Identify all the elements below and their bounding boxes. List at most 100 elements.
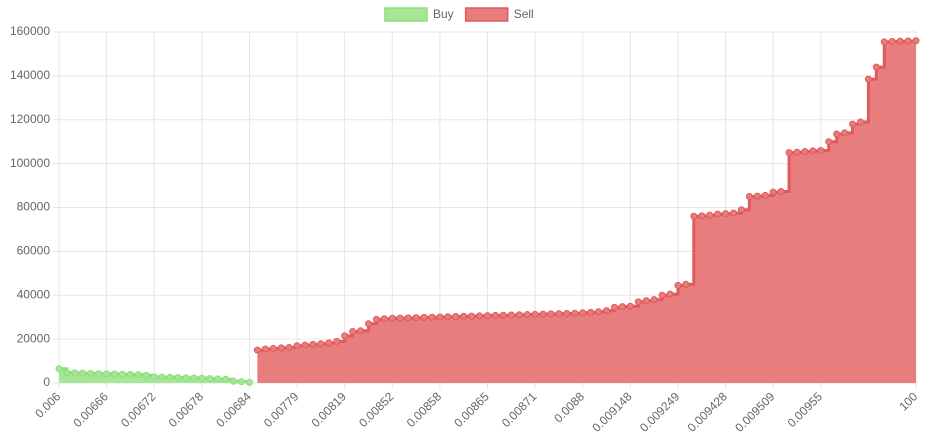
point bbox=[301, 341, 309, 349]
point bbox=[547, 310, 555, 318]
y-tick-label: 60000 bbox=[17, 244, 51, 258]
point bbox=[372, 315, 380, 323]
point bbox=[428, 313, 436, 321]
y-tick-label: 20000 bbox=[17, 331, 51, 345]
point bbox=[309, 340, 317, 348]
point bbox=[79, 369, 87, 377]
point bbox=[63, 368, 71, 376]
point bbox=[103, 370, 111, 378]
point bbox=[452, 313, 460, 321]
point bbox=[150, 373, 158, 381]
point bbox=[476, 312, 484, 320]
point bbox=[134, 371, 142, 379]
point bbox=[325, 339, 333, 347]
point bbox=[269, 344, 277, 352]
x-tick-label: 0.00819 bbox=[308, 389, 349, 430]
x-tick-label: 100 bbox=[896, 389, 920, 413]
point bbox=[158, 373, 166, 381]
point bbox=[142, 371, 150, 379]
point bbox=[190, 374, 198, 382]
point bbox=[825, 138, 833, 146]
point bbox=[642, 297, 650, 305]
x-tick-label: 0.00865 bbox=[451, 389, 492, 430]
point bbox=[904, 37, 912, 45]
point bbox=[55, 365, 63, 373]
point bbox=[769, 188, 777, 196]
point bbox=[626, 302, 634, 310]
point bbox=[634, 298, 642, 306]
x-tick-label: 0.00871 bbox=[499, 389, 540, 430]
point bbox=[174, 374, 182, 382]
x-tick-label: 0.00955 bbox=[785, 389, 826, 430]
x-tick-label: 0.00852 bbox=[356, 389, 397, 430]
x-tick-label: 0.0088 bbox=[551, 389, 587, 425]
y-tick-label: 100000 bbox=[10, 156, 50, 170]
point bbox=[817, 146, 825, 154]
x-tick-label: 0.00678 bbox=[166, 389, 207, 430]
point bbox=[420, 313, 428, 321]
point bbox=[682, 280, 690, 288]
point bbox=[460, 312, 468, 320]
point bbox=[841, 129, 849, 137]
point bbox=[436, 313, 444, 321]
point bbox=[412, 314, 420, 322]
point bbox=[793, 148, 801, 156]
point bbox=[341, 332, 349, 340]
point bbox=[245, 378, 253, 386]
point bbox=[198, 374, 206, 382]
point bbox=[523, 311, 531, 319]
point bbox=[698, 212, 706, 220]
point bbox=[785, 149, 793, 157]
point bbox=[333, 337, 341, 345]
point bbox=[515, 311, 523, 319]
y-tick-label: 140000 bbox=[10, 68, 50, 82]
point bbox=[833, 130, 841, 138]
point bbox=[666, 290, 674, 298]
point bbox=[380, 315, 388, 323]
x-tick-label: 0.006 bbox=[32, 389, 63, 420]
point bbox=[507, 311, 515, 319]
point bbox=[253, 346, 261, 354]
y-tick-label: 80000 bbox=[17, 200, 51, 214]
point bbox=[801, 148, 809, 156]
point bbox=[468, 312, 476, 320]
point bbox=[285, 343, 293, 351]
point bbox=[880, 38, 888, 46]
point bbox=[872, 63, 880, 71]
point bbox=[126, 370, 134, 378]
point bbox=[690, 212, 698, 220]
point bbox=[261, 345, 269, 353]
x-tick-label: 0.009428 bbox=[685, 389, 731, 435]
point bbox=[317, 340, 325, 348]
point bbox=[349, 327, 357, 335]
x-tick-label: 0.00779 bbox=[261, 389, 302, 430]
point bbox=[222, 375, 230, 383]
point bbox=[118, 370, 126, 378]
point bbox=[674, 281, 682, 289]
y-tick-label: 0 bbox=[43, 375, 50, 389]
x-tick-label: 0.00684 bbox=[213, 389, 254, 430]
point bbox=[729, 209, 737, 217]
point bbox=[912, 37, 920, 45]
x-tick-label: 0.00666 bbox=[70, 389, 111, 430]
point bbox=[95, 370, 103, 378]
point bbox=[896, 37, 904, 45]
legend-swatch bbox=[464, 7, 509, 22]
point bbox=[484, 312, 491, 320]
point bbox=[206, 375, 214, 383]
point bbox=[214, 375, 222, 383]
point bbox=[722, 210, 730, 218]
point bbox=[357, 327, 365, 335]
point bbox=[87, 369, 95, 377]
point bbox=[230, 377, 238, 385]
point bbox=[364, 320, 372, 328]
point bbox=[444, 313, 452, 321]
point bbox=[761, 191, 769, 199]
point bbox=[238, 378, 246, 386]
point bbox=[618, 303, 626, 311]
point bbox=[579, 309, 587, 317]
point bbox=[706, 211, 714, 219]
point bbox=[531, 310, 539, 318]
point bbox=[277, 344, 285, 352]
